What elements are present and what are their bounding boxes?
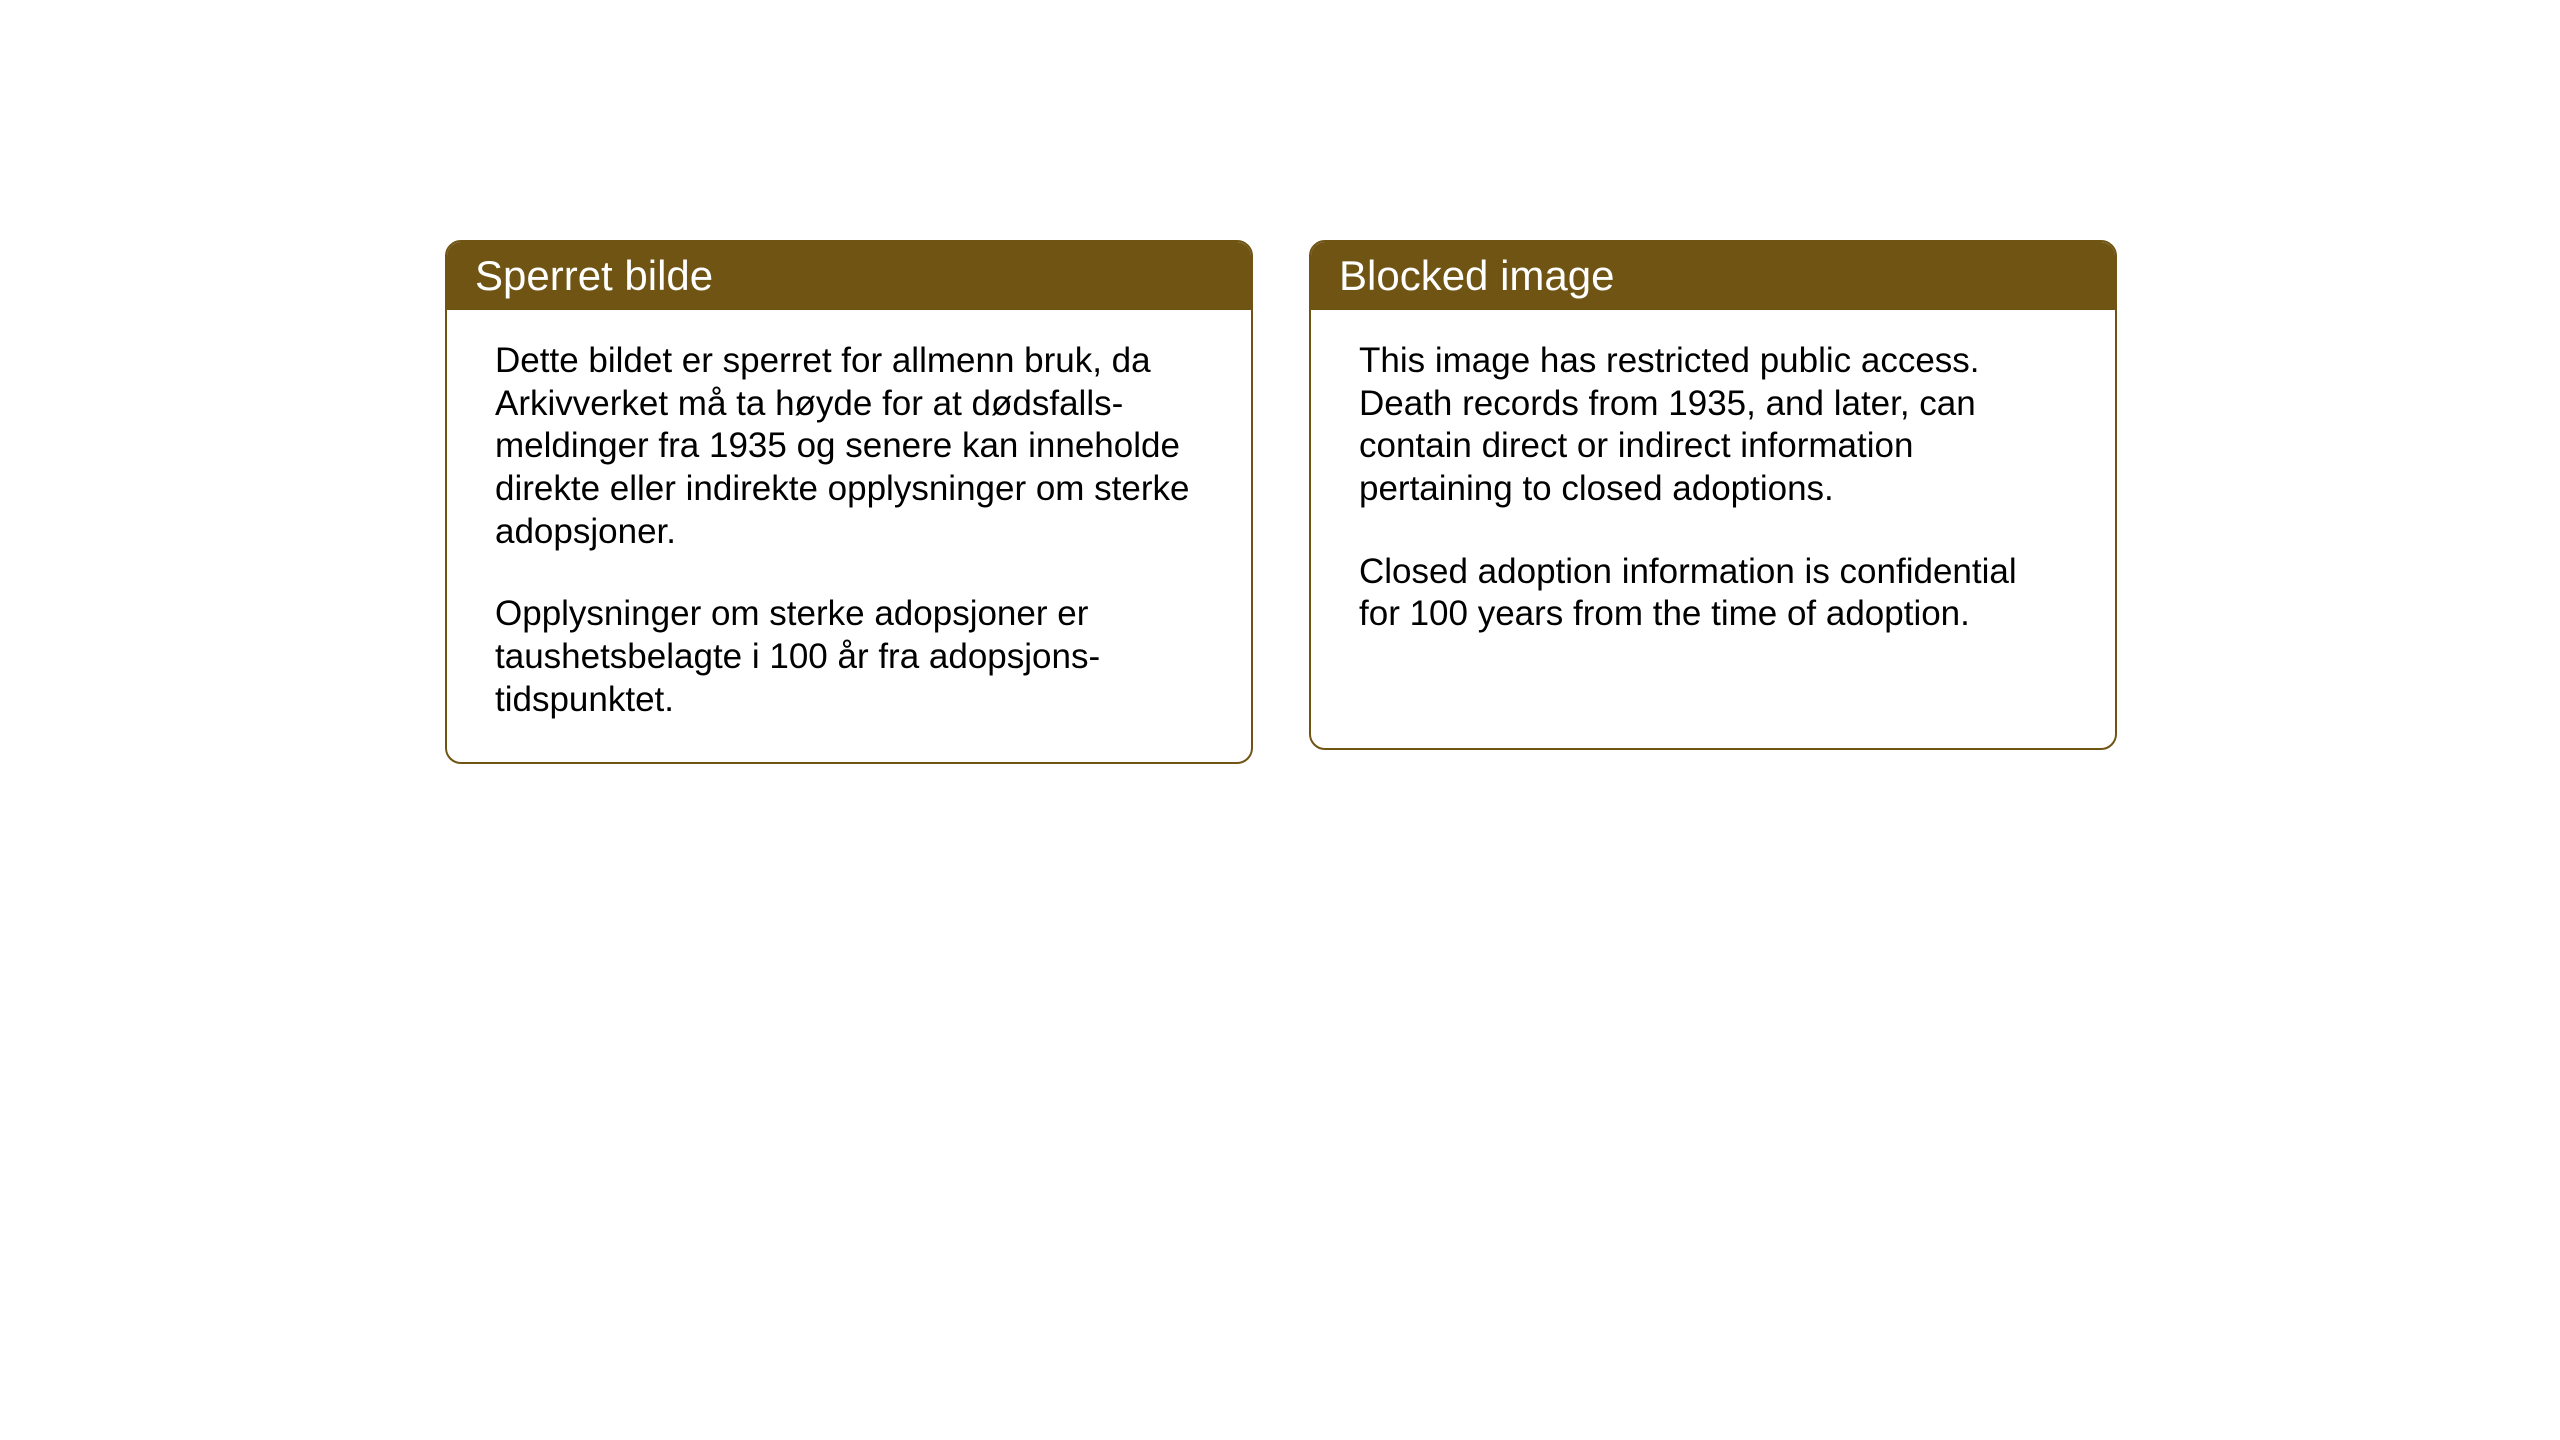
norwegian-card-header: Sperret bilde <box>447 242 1251 310</box>
english-card-title: Blocked image <box>1339 252 1614 299</box>
norwegian-paragraph-1: Dette bildet er sperret for allmenn bruk… <box>495 340 1203 553</box>
norwegian-card-title: Sperret bilde <box>475 252 713 299</box>
cards-container: Sperret bilde Dette bildet er sperret fo… <box>445 240 2117 764</box>
english-card: Blocked image This image has restricted … <box>1309 240 2117 750</box>
english-card-body: This image has restricted public access.… <box>1311 310 2115 676</box>
norwegian-paragraph-2: Opplysninger om sterke adopsjoner er tau… <box>495 593 1203 721</box>
english-card-header: Blocked image <box>1311 242 2115 310</box>
english-paragraph-1: This image has restricted public access.… <box>1359 340 2067 511</box>
norwegian-card-body: Dette bildet er sperret for allmenn bruk… <box>447 310 1251 762</box>
norwegian-card: Sperret bilde Dette bildet er sperret fo… <box>445 240 1253 764</box>
english-paragraph-2: Closed adoption information is confident… <box>1359 551 2067 636</box>
